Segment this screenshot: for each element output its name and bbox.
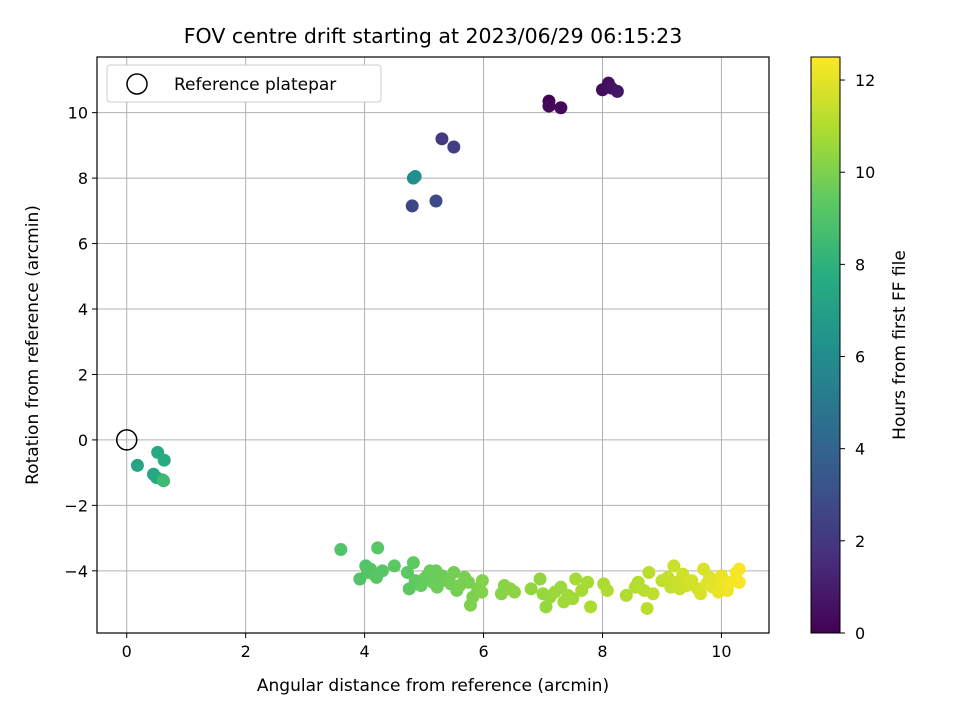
x-tick-label: 0	[122, 642, 132, 661]
data-point	[157, 474, 171, 488]
data-point	[714, 569, 728, 583]
data-point	[447, 140, 461, 154]
data-point	[130, 458, 144, 472]
data-point	[435, 132, 449, 146]
data-points	[130, 76, 746, 615]
x-axis-label: Angular distance from reference (arcmin)	[257, 676, 609, 696]
data-point	[400, 565, 414, 579]
colorbar-ticks: 0 2 4 6 8 10 12	[840, 71, 875, 643]
y-tick-label: 0	[78, 431, 88, 450]
data-point	[732, 562, 746, 576]
plot-frame	[96, 56, 770, 634]
data-point	[640, 601, 654, 615]
data-point	[524, 582, 538, 596]
data-point	[371, 541, 385, 555]
data-point	[646, 587, 660, 601]
colorbar-tick-label: 6	[855, 348, 865, 367]
data-point	[732, 575, 746, 589]
data-point	[475, 574, 489, 588]
colorbar-tick-label: 8	[855, 255, 865, 274]
data-point	[581, 575, 595, 589]
data-point	[405, 199, 419, 213]
data-point	[566, 592, 580, 606]
y-tick-label: 2	[78, 365, 88, 384]
x-tick-label: 10	[711, 642, 731, 661]
chart-title: FOV centre drift starting at 2023/06/29 …	[184, 24, 683, 48]
y-axis-label: Rotation from reference (arcmin)	[23, 205, 43, 485]
y-axis-ticks: −4 −2 0 2 4 6 8 10	[64, 104, 97, 581]
legend-box	[106, 64, 382, 103]
x-tick-label: 6	[478, 642, 488, 661]
legend-marker	[126, 73, 148, 95]
data-point	[539, 600, 553, 614]
data-point	[157, 453, 171, 467]
y-tick-label: 4	[78, 300, 88, 319]
y-tick-label: −4	[64, 562, 88, 581]
data-point	[533, 572, 547, 586]
y-tick-label: 6	[78, 235, 88, 254]
data-point	[584, 600, 598, 614]
data-point	[542, 99, 556, 113]
x-tick-label: 2	[241, 642, 251, 661]
data-point	[676, 567, 690, 581]
data-point	[447, 565, 461, 579]
x-axis-ticks: 0 2 4 6 8 10	[122, 633, 732, 661]
data-point	[429, 194, 443, 208]
colorbar-gradient	[810, 56, 841, 634]
data-point	[694, 587, 708, 601]
x-tick-label: 8	[597, 642, 607, 661]
colorbar-tick-label: 0	[855, 624, 865, 643]
y-tick-label: 10	[68, 104, 88, 123]
data-point	[462, 575, 476, 589]
data-point	[475, 585, 489, 599]
colorbar-tick-label: 12	[855, 71, 875, 90]
data-point	[387, 559, 401, 573]
data-point	[569, 572, 583, 586]
colorbar-tick-label: 2	[855, 532, 865, 551]
data-point	[667, 559, 681, 573]
data-point	[619, 588, 633, 602]
colorbar-tick-label: 10	[855, 163, 875, 182]
colorbar-tick-label: 4	[855, 440, 865, 459]
legend-label: Reference platepar	[174, 75, 336, 95]
data-point	[430, 580, 444, 594]
data-point	[334, 543, 348, 557]
y-tick-label: −2	[64, 496, 88, 515]
data-point	[723, 575, 737, 589]
data-point	[507, 585, 521, 599]
y-tick-label: 8	[78, 169, 88, 188]
x-tick-label: 4	[360, 642, 370, 661]
colorbar: 0 2 4 6 8 10 12 Hours from first FF file	[810, 56, 910, 643]
data-point	[554, 101, 568, 115]
data-point	[408, 169, 422, 183]
data-point	[600, 583, 614, 597]
grid-lines	[97, 57, 769, 633]
data-point	[406, 556, 420, 570]
reference-marker	[115, 429, 138, 451]
data-point	[642, 565, 656, 579]
data-point	[610, 84, 624, 98]
legend: Reference platepar	[106, 64, 382, 103]
data-point	[375, 564, 389, 578]
colorbar-label: Hours from first FF file	[890, 250, 910, 440]
